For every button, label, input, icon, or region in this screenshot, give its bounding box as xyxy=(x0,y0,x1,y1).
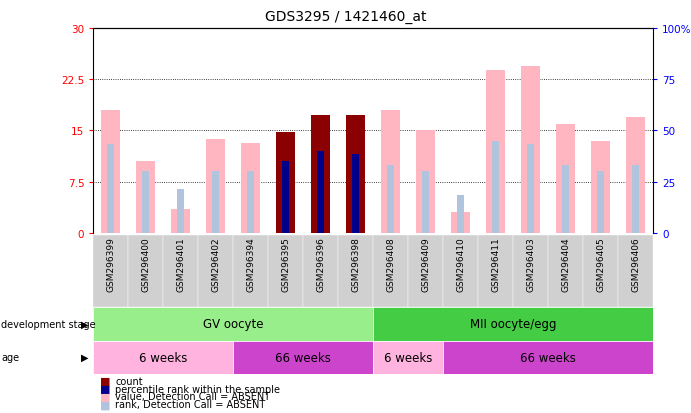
Text: MII oocyte/egg: MII oocyte/egg xyxy=(470,318,556,331)
Bar xyxy=(422,172,429,233)
Bar xyxy=(234,235,268,308)
Text: ■: ■ xyxy=(100,376,111,386)
Text: GSM296395: GSM296395 xyxy=(281,237,290,292)
Text: GSM296411: GSM296411 xyxy=(491,237,500,292)
Bar xyxy=(408,235,443,308)
Bar xyxy=(451,213,470,233)
Bar xyxy=(93,341,234,374)
Bar xyxy=(556,124,575,233)
Bar xyxy=(234,341,373,374)
Bar xyxy=(457,196,464,233)
Bar xyxy=(338,235,373,308)
Text: GSM296410: GSM296410 xyxy=(456,237,465,292)
Text: ■: ■ xyxy=(100,392,111,401)
Bar xyxy=(129,235,163,308)
Text: GSM296409: GSM296409 xyxy=(421,237,430,292)
Text: ▶: ▶ xyxy=(81,319,88,329)
Bar xyxy=(513,235,548,308)
Text: development stage: development stage xyxy=(1,319,96,329)
Text: GV oocyte: GV oocyte xyxy=(203,318,263,331)
Text: GSM296399: GSM296399 xyxy=(106,237,115,292)
Bar xyxy=(381,111,400,233)
Bar xyxy=(387,165,394,233)
Text: 66 weeks: 66 weeks xyxy=(520,351,576,364)
Bar xyxy=(212,172,219,233)
Bar xyxy=(478,235,513,308)
Text: percentile rank within the sample: percentile rank within the sample xyxy=(115,384,281,394)
Text: GSM296402: GSM296402 xyxy=(211,237,220,291)
Bar xyxy=(373,235,408,308)
Bar xyxy=(346,116,366,233)
Bar xyxy=(317,152,324,233)
Text: 66 weeks: 66 weeks xyxy=(275,351,331,364)
Bar xyxy=(373,341,443,374)
Text: 6 weeks: 6 weeks xyxy=(139,351,187,364)
Text: GSM296405: GSM296405 xyxy=(596,237,605,292)
Text: GSM296396: GSM296396 xyxy=(316,237,325,292)
Bar xyxy=(311,116,330,233)
Bar xyxy=(597,172,604,233)
Text: GDS3295 / 1421460_at: GDS3295 / 1421460_at xyxy=(265,10,426,24)
Bar xyxy=(101,111,120,233)
Text: GSM296404: GSM296404 xyxy=(561,237,570,291)
Text: GSM296408: GSM296408 xyxy=(386,237,395,292)
Bar xyxy=(107,145,114,233)
Bar xyxy=(171,209,190,233)
Bar xyxy=(443,341,653,374)
Bar xyxy=(177,189,184,233)
Bar xyxy=(618,235,653,308)
Bar xyxy=(521,66,540,233)
Text: rank, Detection Call = ABSENT: rank, Detection Call = ABSENT xyxy=(115,399,265,409)
Text: GSM296401: GSM296401 xyxy=(176,237,185,292)
Text: age: age xyxy=(1,352,19,362)
Bar xyxy=(93,308,373,341)
Text: ■: ■ xyxy=(100,399,111,409)
Bar xyxy=(443,235,478,308)
Bar xyxy=(136,162,155,233)
Bar xyxy=(562,165,569,233)
Bar xyxy=(583,235,618,308)
Bar xyxy=(626,117,645,233)
Text: ▶: ▶ xyxy=(81,352,88,362)
Bar xyxy=(142,172,149,233)
Bar xyxy=(486,71,505,233)
Bar xyxy=(247,172,254,233)
Text: GSM296400: GSM296400 xyxy=(141,237,150,292)
Bar xyxy=(276,133,295,233)
Bar xyxy=(163,235,198,308)
Text: GSM296406: GSM296406 xyxy=(631,237,640,292)
Text: count: count xyxy=(115,376,143,386)
Bar xyxy=(527,145,534,233)
Bar xyxy=(591,141,610,233)
Bar xyxy=(416,131,435,233)
Bar xyxy=(198,235,234,308)
Text: GSM296394: GSM296394 xyxy=(246,237,255,292)
Bar xyxy=(303,235,338,308)
Bar xyxy=(93,235,129,308)
Bar xyxy=(268,235,303,308)
Bar xyxy=(206,139,225,233)
Bar xyxy=(282,162,290,233)
Bar xyxy=(373,308,653,341)
Text: ■: ■ xyxy=(100,384,111,394)
Text: GSM296398: GSM296398 xyxy=(351,237,360,292)
Text: 6 weeks: 6 weeks xyxy=(384,351,433,364)
Bar xyxy=(241,143,261,233)
Text: value, Detection Call = ABSENT: value, Detection Call = ABSENT xyxy=(115,392,270,401)
Bar xyxy=(548,235,583,308)
Bar xyxy=(492,141,499,233)
Text: GSM296403: GSM296403 xyxy=(526,237,535,292)
Bar xyxy=(352,155,359,233)
Bar xyxy=(632,165,639,233)
